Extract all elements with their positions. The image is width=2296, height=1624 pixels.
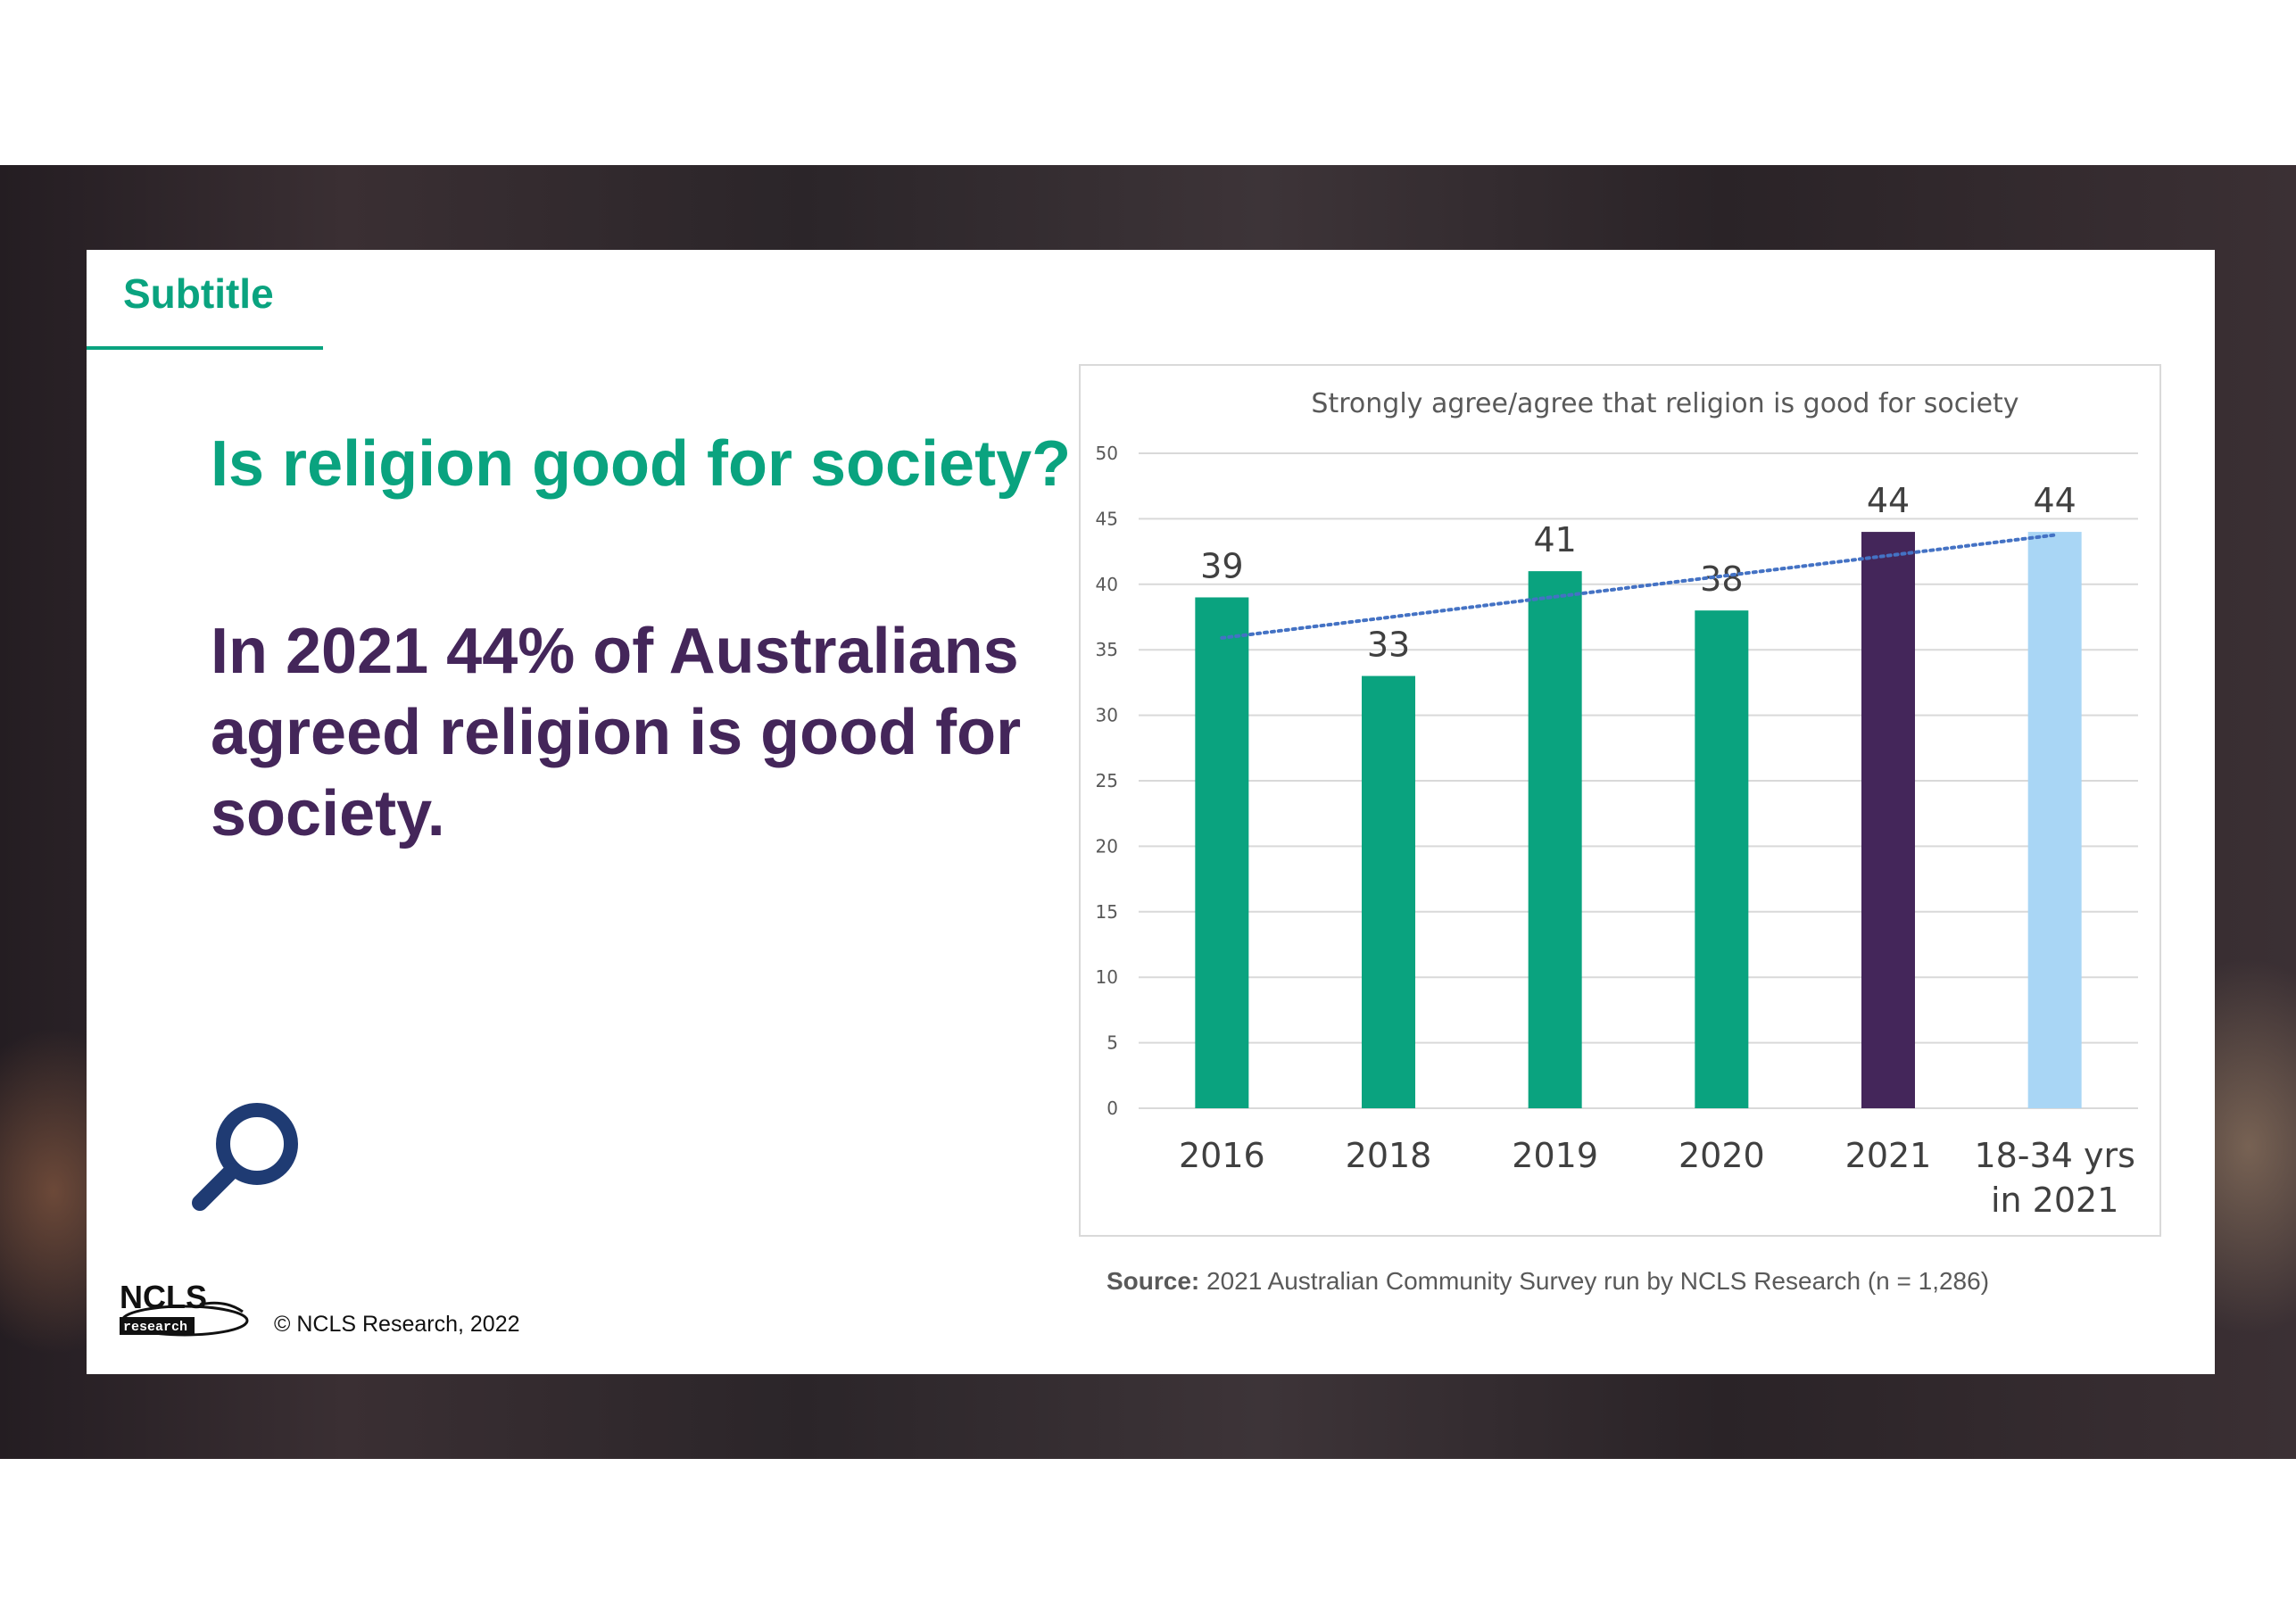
y-tick-label: 5	[1107, 1032, 1118, 1054]
svg-text:research: research	[123, 1320, 187, 1335]
source-text: 2021 Australian Community Survey run by …	[1206, 1267, 1990, 1295]
slide-card: Subtitle Is religion good for society? I…	[87, 250, 2215, 1374]
bar-2018	[1362, 675, 1415, 1108]
data-label: 39	[1200, 546, 1243, 585]
y-tick-label: 15	[1096, 901, 1118, 923]
copyright-text: © NCLS Research, 2022	[274, 1312, 520, 1337]
y-tick-label: 35	[1096, 639, 1118, 660]
y-tick-label: 10	[1096, 966, 1118, 988]
y-tick-label: 50	[1096, 443, 1118, 464]
bar-2021	[1861, 532, 1915, 1108]
bar-2019	[1528, 571, 1582, 1108]
y-tick-label: 20	[1096, 835, 1118, 857]
bar-18-34-yrs-in-2021	[2027, 532, 2082, 1108]
x-tick-label: 2021	[1845, 1136, 1932, 1175]
data-label: 44	[1867, 481, 1910, 520]
x-tick-label: 2020	[1678, 1136, 1765, 1175]
bar-chart: Strongly agree/agree that religion is go…	[1079, 364, 2161, 1237]
chart-svg: Strongly agree/agree that religion is go…	[1096, 388, 2138, 1220]
source-label: Source:	[1107, 1267, 1200, 1295]
data-label: 44	[2033, 481, 2076, 520]
source-note: Source: 2021 Australian Community Survey…	[1107, 1267, 1989, 1296]
x-tick-label: in 2021	[1991, 1181, 2118, 1220]
chart-title: Strongly agree/agree that religion is go…	[1311, 388, 2018, 419]
y-tick-label: 40	[1096, 574, 1118, 595]
x-tick-label: 2018	[1346, 1136, 1432, 1175]
search-icon	[192, 1103, 298, 1211]
ncls-logo: NCLS research	[120, 1279, 249, 1337]
x-tick-label: 2019	[1512, 1136, 1598, 1175]
subtitle-underline	[87, 346, 323, 350]
bar-2020	[1695, 610, 1749, 1108]
svg-text:NCLS: NCLS	[120, 1279, 207, 1315]
y-tick-label: 45	[1096, 508, 1118, 529]
x-tick-label: 18-34 yrs	[1974, 1136, 2134, 1175]
question-heading: Is religion good for society?	[211, 428, 1072, 500]
slide-subtitle: Subtitle	[123, 270, 274, 317]
trendline	[1220, 533, 2057, 640]
key-finding-heading: In 2021 44% of Australians agreed religi…	[211, 616, 1022, 849]
data-label: 41	[1533, 520, 1576, 559]
bar-2016	[1195, 597, 1249, 1108]
y-tick-label: 30	[1096, 705, 1118, 726]
y-tick-label: 0	[1107, 1098, 1118, 1119]
y-tick-label: 25	[1096, 770, 1118, 791]
x-tick-label: 2016	[1179, 1136, 1265, 1175]
data-label: 33	[1367, 626, 1410, 665]
